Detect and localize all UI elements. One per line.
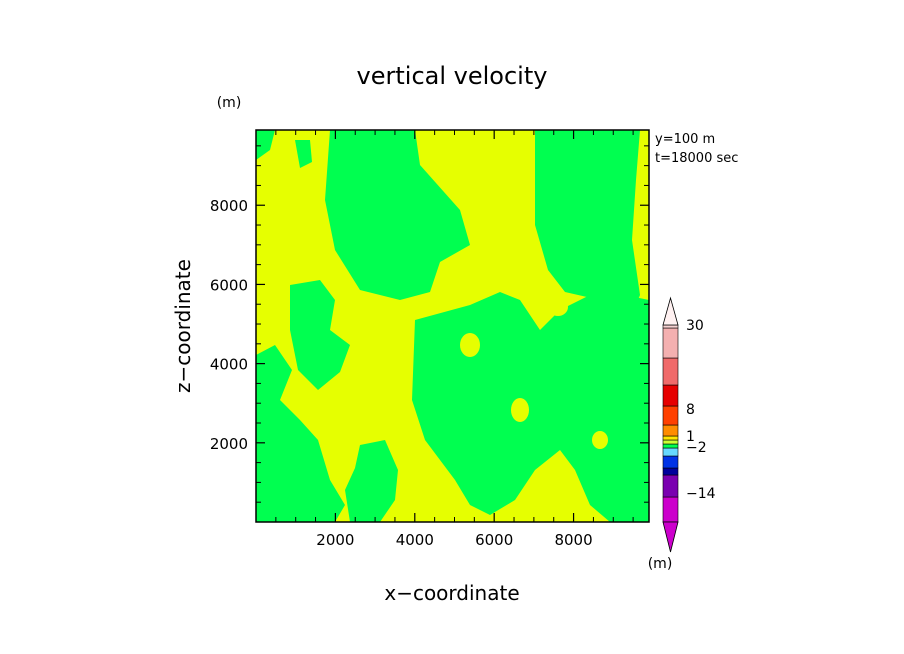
y-tick-label: 8000 <box>210 197 248 215</box>
x-tick-label: 4000 <box>396 531 434 549</box>
annotation-y-position: y=100 m <box>655 132 715 147</box>
y-tick-label: 2000 <box>210 435 248 453</box>
x-axis: 2000 4000 6000 8000 <box>316 130 593 549</box>
colorbar-swatch <box>662 405 679 426</box>
negative-region-1 <box>325 130 470 300</box>
negative-region-6 <box>345 440 398 522</box>
colorbar-swatch <box>662 439 679 445</box>
y-tick-label: 4000 <box>210 356 248 374</box>
negative-region-8 <box>295 140 312 168</box>
colorbar-tick-label: −14 <box>686 486 716 502</box>
colorbar-swatch <box>662 384 679 407</box>
plot-area: 2000 4000 6000 8000 2000 4000 6000 8000 <box>210 129 650 549</box>
negative-region-2 <box>535 130 640 330</box>
colorbar-tick-label: 1 <box>686 429 695 445</box>
positive-island-2 <box>511 398 529 422</box>
negative-region-5 <box>290 280 350 390</box>
colorbar-swatch <box>662 474 679 498</box>
colorbar: 30 8 1−2 −14 <box>662 296 716 553</box>
positive-island-1 <box>548 298 568 316</box>
annotation-time: t=18000 sec <box>655 151 738 166</box>
colorbar-swatch <box>662 496 679 523</box>
colorbar-tick-label: −2 <box>686 440 707 456</box>
positive-island-5 <box>551 490 569 510</box>
y-axis-label: z−coordinate <box>171 259 195 393</box>
colorbar-swatch <box>662 357 679 386</box>
positive-island-3 <box>592 431 608 449</box>
colorbar-unit-label: (m) <box>648 556 673 572</box>
negative-region-4 <box>256 345 345 522</box>
colorbar-swatch <box>662 447 679 457</box>
colorbar-swatch <box>662 327 679 359</box>
plot-frame <box>255 129 650 523</box>
colorbar-swatch <box>662 467 679 476</box>
x-axis-label: x−coordinate <box>384 581 519 605</box>
colorbar-swatch <box>662 324 679 329</box>
y-tick-label: 6000 <box>210 276 248 294</box>
y-unit-label: (m) <box>217 95 242 111</box>
colorbar-swatch <box>662 455 679 469</box>
minor-ticks <box>256 130 649 522</box>
x-tick-label: 6000 <box>475 531 513 549</box>
y-axis: 2000 4000 6000 8000 <box>210 197 649 453</box>
x-tick-label: 2000 <box>316 531 354 549</box>
colorbar-tick-label: 30 <box>686 318 704 334</box>
negative-velocity-regions <box>256 130 649 522</box>
colorbar-min-arrow <box>662 521 679 553</box>
chart-title: vertical velocity <box>357 62 548 90</box>
colorbar-tick-label: 8 <box>686 402 695 418</box>
positive-island-4 <box>460 333 480 357</box>
colorbar-max-arrow <box>662 296 679 326</box>
colorbar-swatch <box>662 435 679 441</box>
colorbar-swatch <box>662 443 679 449</box>
x-tick-label: 8000 <box>554 531 592 549</box>
negative-region-7 <box>256 130 275 160</box>
colorbar-swatch <box>662 424 679 437</box>
